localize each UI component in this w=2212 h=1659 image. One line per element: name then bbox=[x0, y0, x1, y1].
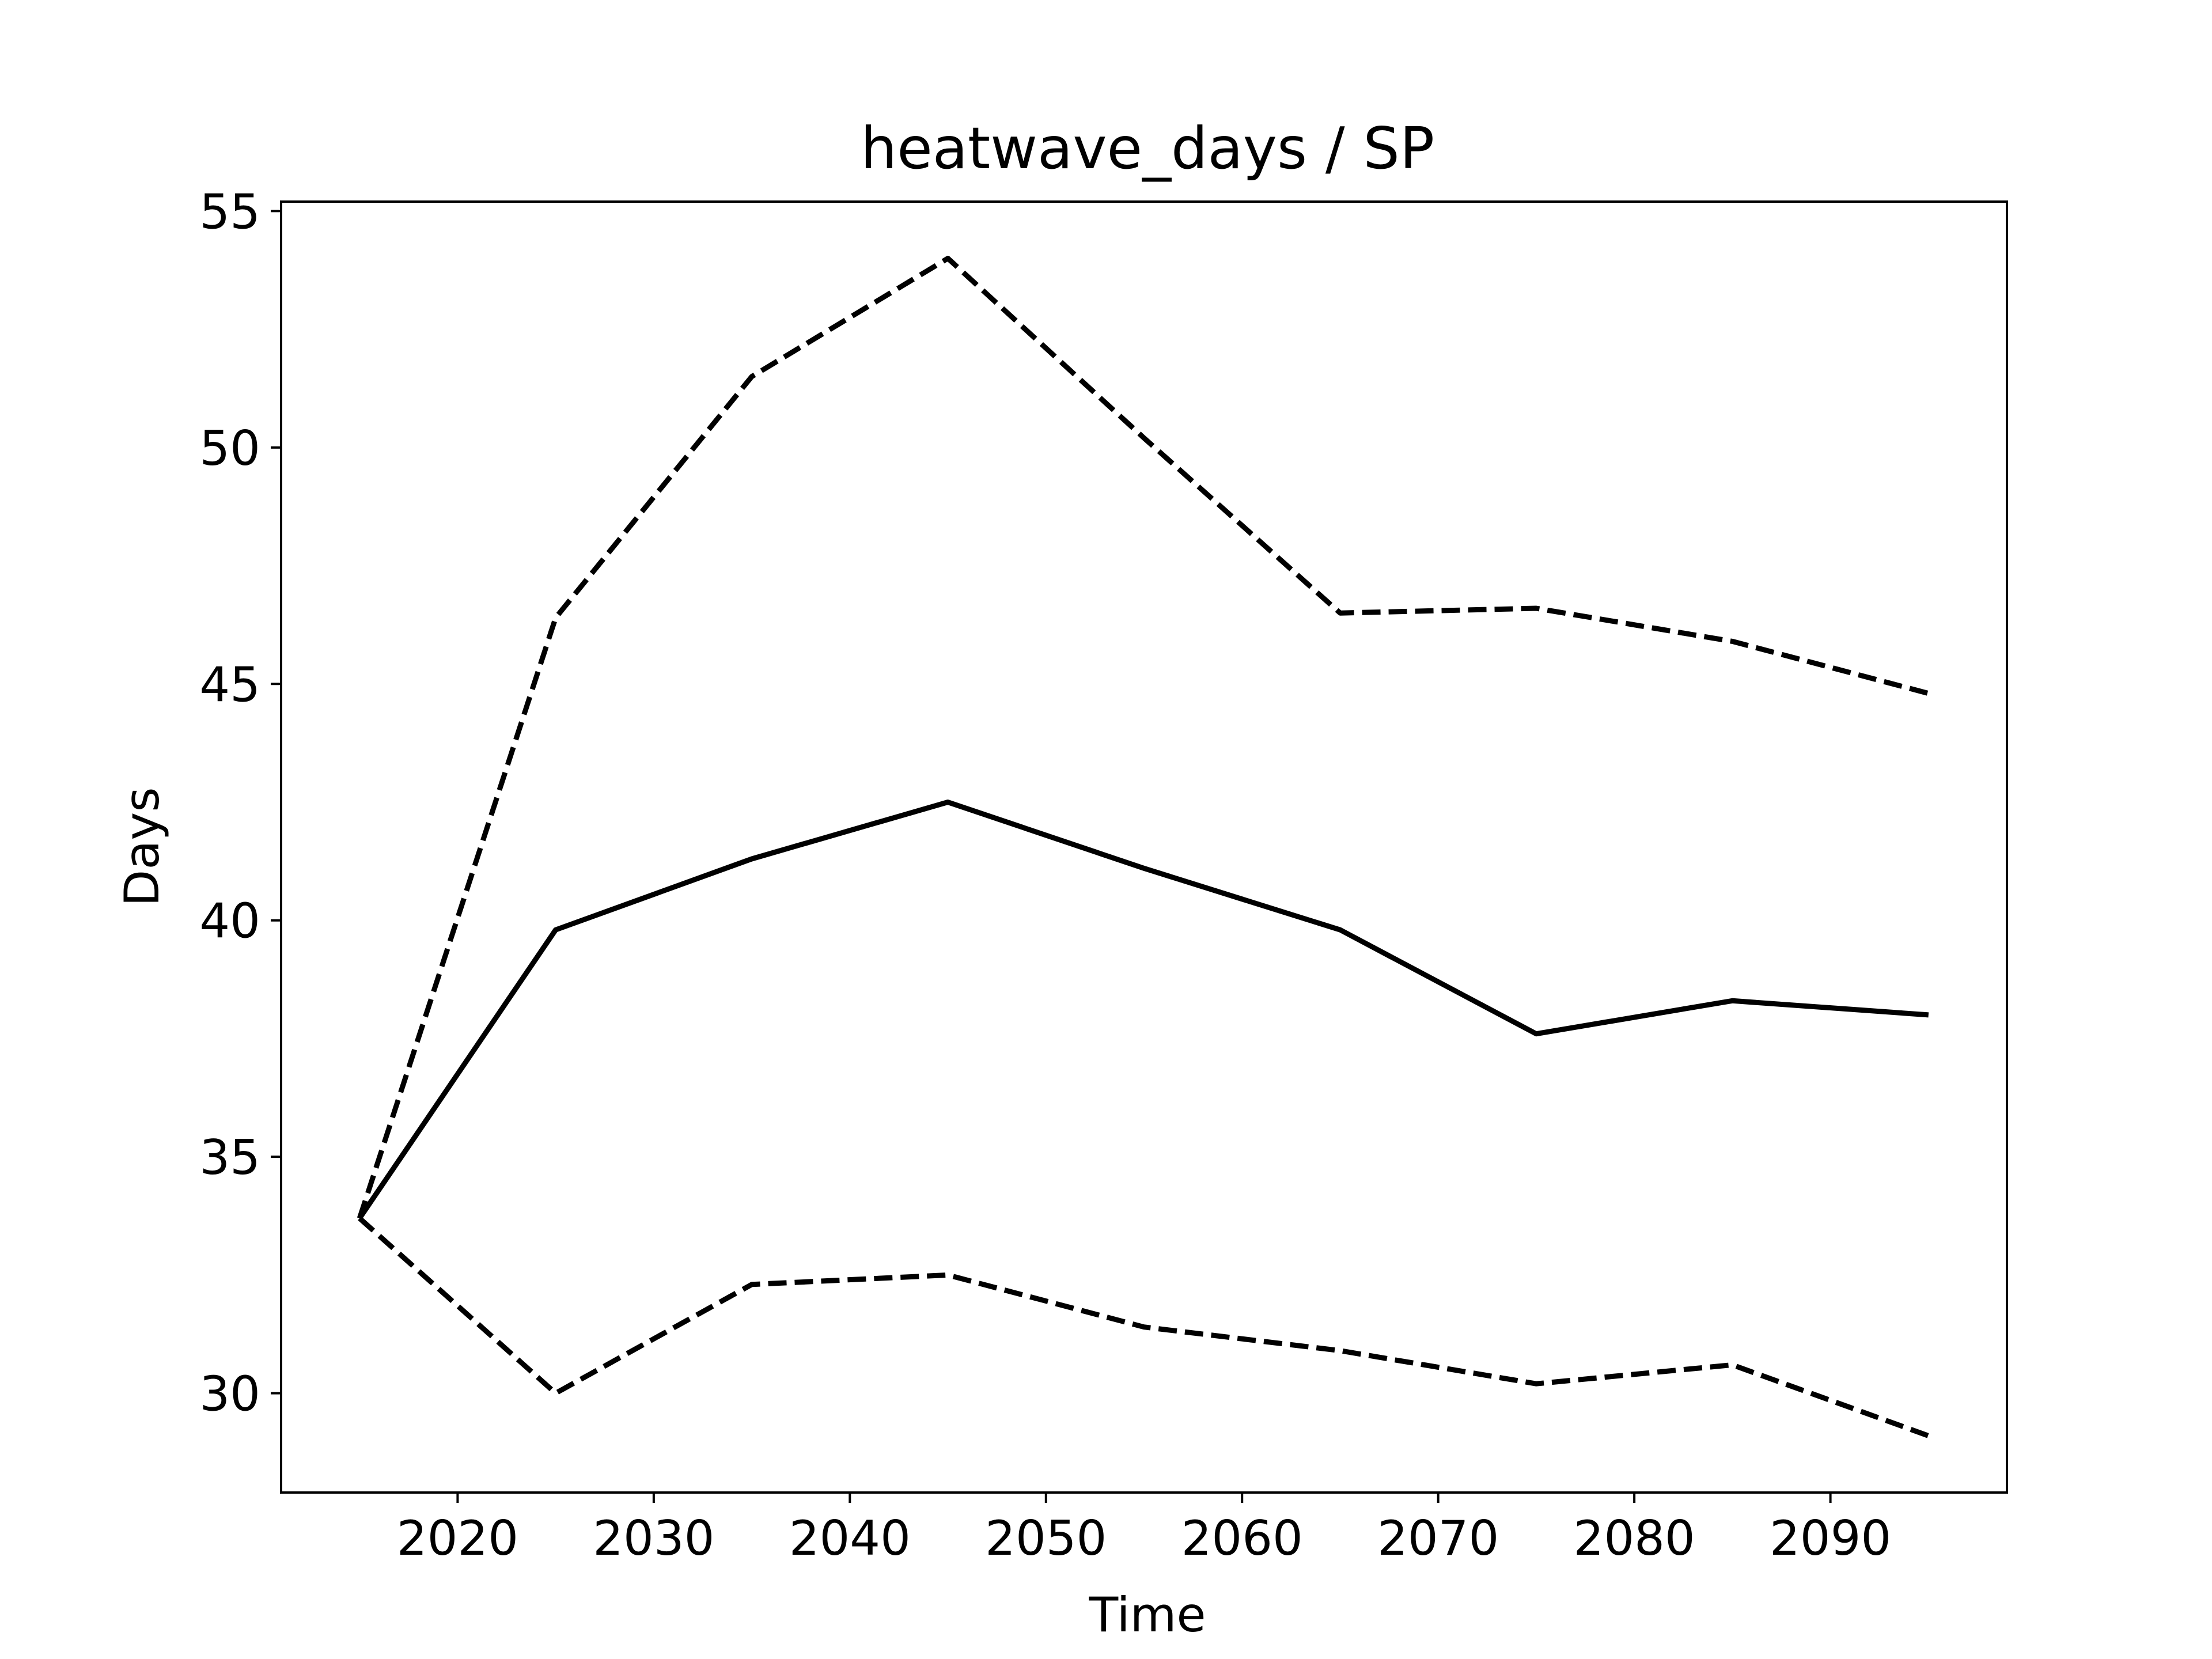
y-tick-label: 45 bbox=[199, 657, 260, 713]
x-axis-label: Time bbox=[1088, 1587, 1206, 1643]
plot-area bbox=[280, 200, 2008, 1494]
x-tick-label: 2040 bbox=[789, 1510, 911, 1566]
series-1-point bbox=[1928, 693, 1929, 694]
y-tick-label: 35 bbox=[199, 1130, 260, 1185]
x-tick-label: 2080 bbox=[1574, 1510, 1695, 1566]
y-tick-label: 40 bbox=[199, 893, 260, 949]
y-tick-label: 55 bbox=[199, 184, 260, 240]
series-line-0-solid bbox=[357, 800, 1929, 1220]
x-tick-label: 2090 bbox=[1770, 1510, 1891, 1566]
x-tick-label: 2060 bbox=[1181, 1510, 1303, 1566]
series-layer bbox=[357, 256, 1930, 1438]
x-tick-label: 2020 bbox=[397, 1510, 518, 1566]
y-tick-label: 30 bbox=[199, 1366, 260, 1422]
x-axis-ticks: 2020 2030 2040 2050 2060 2070 2080 2090 bbox=[397, 1493, 1891, 1566]
series-line-2-dashed bbox=[358, 1216, 1930, 1438]
x-tick-label: 2030 bbox=[593, 1510, 714, 1566]
y-axis-label: Days bbox=[114, 787, 170, 906]
y-axis-ticks: 30 35 40 45 50 55 bbox=[199, 184, 281, 1422]
series-line-1-dashed bbox=[357, 256, 1929, 1219]
plot-frame bbox=[280, 200, 2008, 1494]
x-tick-label: 2050 bbox=[985, 1510, 1107, 1566]
series-2-point bbox=[1928, 1435, 1929, 1436]
chart-title: heatwave_days / SP bbox=[861, 115, 1434, 182]
y-tick-label: 50 bbox=[199, 421, 260, 476]
x-tick-label: 2070 bbox=[1377, 1510, 1499, 1566]
